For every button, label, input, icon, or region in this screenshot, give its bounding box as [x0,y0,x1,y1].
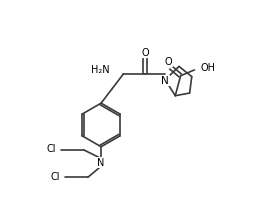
Text: N: N [161,76,169,85]
Text: H₂N: H₂N [91,65,110,75]
Text: Cl: Cl [46,144,56,154]
Text: O: O [142,48,149,58]
Text: Cl: Cl [50,172,60,182]
Text: O: O [165,57,172,67]
Text: N: N [97,158,105,168]
Text: OH: OH [201,63,215,73]
